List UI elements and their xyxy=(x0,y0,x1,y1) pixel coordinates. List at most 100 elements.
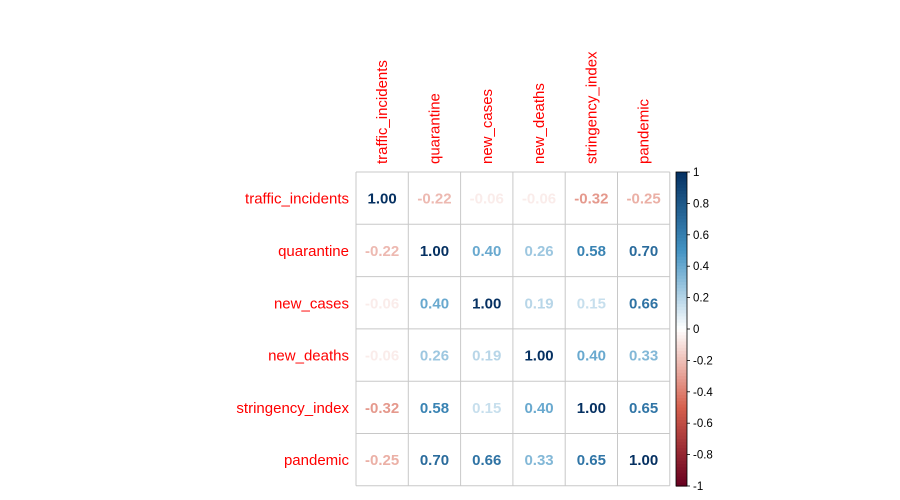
color-swatch xyxy=(676,460,687,465)
color-swatch xyxy=(676,325,687,330)
color-swatch xyxy=(676,203,687,208)
color-swatch xyxy=(676,278,687,283)
cell-value: 1.00 xyxy=(368,191,397,208)
row-label: traffic_incidents xyxy=(245,191,349,208)
column-label: quarantine xyxy=(426,93,443,164)
cell-value: -0.22 xyxy=(365,243,399,260)
color-swatch xyxy=(676,476,687,481)
color-bar-tick-label: -1 xyxy=(693,481,703,493)
color-bar-tick-label: 0.2 xyxy=(693,293,709,305)
color-swatch xyxy=(676,215,687,220)
color-swatch xyxy=(676,222,687,226)
color-swatch xyxy=(676,354,687,358)
cell-value: 0.58 xyxy=(420,400,449,417)
cell-value: 1.00 xyxy=(472,295,501,312)
color-swatch xyxy=(676,319,687,324)
color-swatch xyxy=(676,332,687,336)
color-swatch xyxy=(676,382,687,387)
color-swatch xyxy=(676,310,687,314)
color-swatch xyxy=(676,329,687,333)
color-swatch xyxy=(676,234,687,239)
cell-value: 0.19 xyxy=(524,295,553,312)
color-swatch xyxy=(676,206,687,211)
color-swatch xyxy=(676,473,687,478)
cell-value: 0.26 xyxy=(420,348,449,365)
color-swatch xyxy=(676,269,687,274)
color-swatch xyxy=(676,442,687,446)
color-swatch xyxy=(676,184,687,189)
color-swatch xyxy=(676,429,687,434)
column-labels: traffic_incidents quarantine new_cases new_… xyxy=(374,51,653,164)
cell-value: 0.65 xyxy=(577,452,606,469)
color-swatch xyxy=(676,219,687,223)
color-swatch xyxy=(676,313,687,318)
cell-value: -0.06 xyxy=(522,191,556,208)
color-swatch xyxy=(676,479,687,484)
color-swatch xyxy=(676,300,687,305)
color-swatch xyxy=(676,344,687,349)
color-swatch xyxy=(676,316,687,321)
color-swatch xyxy=(676,197,687,201)
color-swatch xyxy=(676,307,687,311)
color-swatch xyxy=(676,445,687,449)
cell-value: -0.25 xyxy=(365,452,399,469)
cell-value: 0.15 xyxy=(577,295,606,312)
color-swatch xyxy=(676,212,687,217)
color-swatch xyxy=(676,357,687,361)
color-bar-tick-label: 0 xyxy=(693,324,699,336)
cell-value: 0.33 xyxy=(629,348,658,365)
color-swatch xyxy=(676,363,687,368)
color-swatch xyxy=(676,193,687,198)
color-swatch xyxy=(676,369,687,374)
color-bar-tick-label: 0.4 xyxy=(693,261,710,273)
color-swatch xyxy=(676,379,687,383)
cell-value: 0.58 xyxy=(577,243,606,260)
color-swatch xyxy=(676,388,687,393)
color-bar-tick-label: 0.8 xyxy=(693,198,709,210)
color-bar-tick-label: -0.4 xyxy=(693,387,713,399)
color-swatch xyxy=(676,416,687,421)
color-swatch xyxy=(676,335,687,340)
cell-value: -0.32 xyxy=(574,191,608,208)
cell-value: -0.32 xyxy=(365,400,399,417)
color-swatch xyxy=(676,225,687,230)
cell-value: -0.25 xyxy=(627,191,661,208)
color-swatch xyxy=(676,285,687,289)
cell-value: 0.40 xyxy=(577,348,606,365)
matrix-cells: 1.00 -0.22 -0.06 -0.06 -0.32 -0.25 -0.22 1.00 0.… xyxy=(365,191,661,470)
column-label: new_deaths xyxy=(531,83,548,164)
color-bar-tick-label: -0.2 xyxy=(693,355,713,367)
color-swatch xyxy=(676,420,687,424)
cell-value: -0.06 xyxy=(365,348,399,365)
color-swatch xyxy=(676,272,687,277)
color-swatch xyxy=(676,457,687,462)
color-swatch xyxy=(676,376,687,380)
cell-value: 1.00 xyxy=(420,243,449,260)
color-swatch xyxy=(676,372,687,377)
color-swatch xyxy=(676,438,687,443)
row-labels: traffic_incidents quarantine new_cases new_… xyxy=(236,191,349,470)
row-label: new_cases xyxy=(274,295,349,312)
cell-value: 0.33 xyxy=(524,452,553,469)
color-swatch xyxy=(676,297,687,302)
color-bar-tick-label: 1 xyxy=(693,167,699,179)
color-swatch xyxy=(676,187,687,192)
color-swatch xyxy=(676,181,687,186)
matrix-grid xyxy=(355,171,671,487)
color-swatch xyxy=(676,407,687,412)
column-label: pandemic xyxy=(636,98,653,164)
color-swatch xyxy=(676,263,687,267)
color-swatch xyxy=(676,281,687,286)
color-swatch xyxy=(676,228,687,233)
color-swatch xyxy=(676,426,687,431)
row-label: pandemic xyxy=(284,452,350,469)
cell-value: 0.40 xyxy=(472,243,501,260)
color-swatch xyxy=(676,247,687,252)
color-swatch xyxy=(676,464,687,468)
cell-value: 0.70 xyxy=(629,243,658,260)
cell-value: 0.15 xyxy=(472,400,501,417)
color-swatch xyxy=(676,470,687,475)
color-swatch xyxy=(676,175,687,179)
color-swatch xyxy=(676,259,687,264)
